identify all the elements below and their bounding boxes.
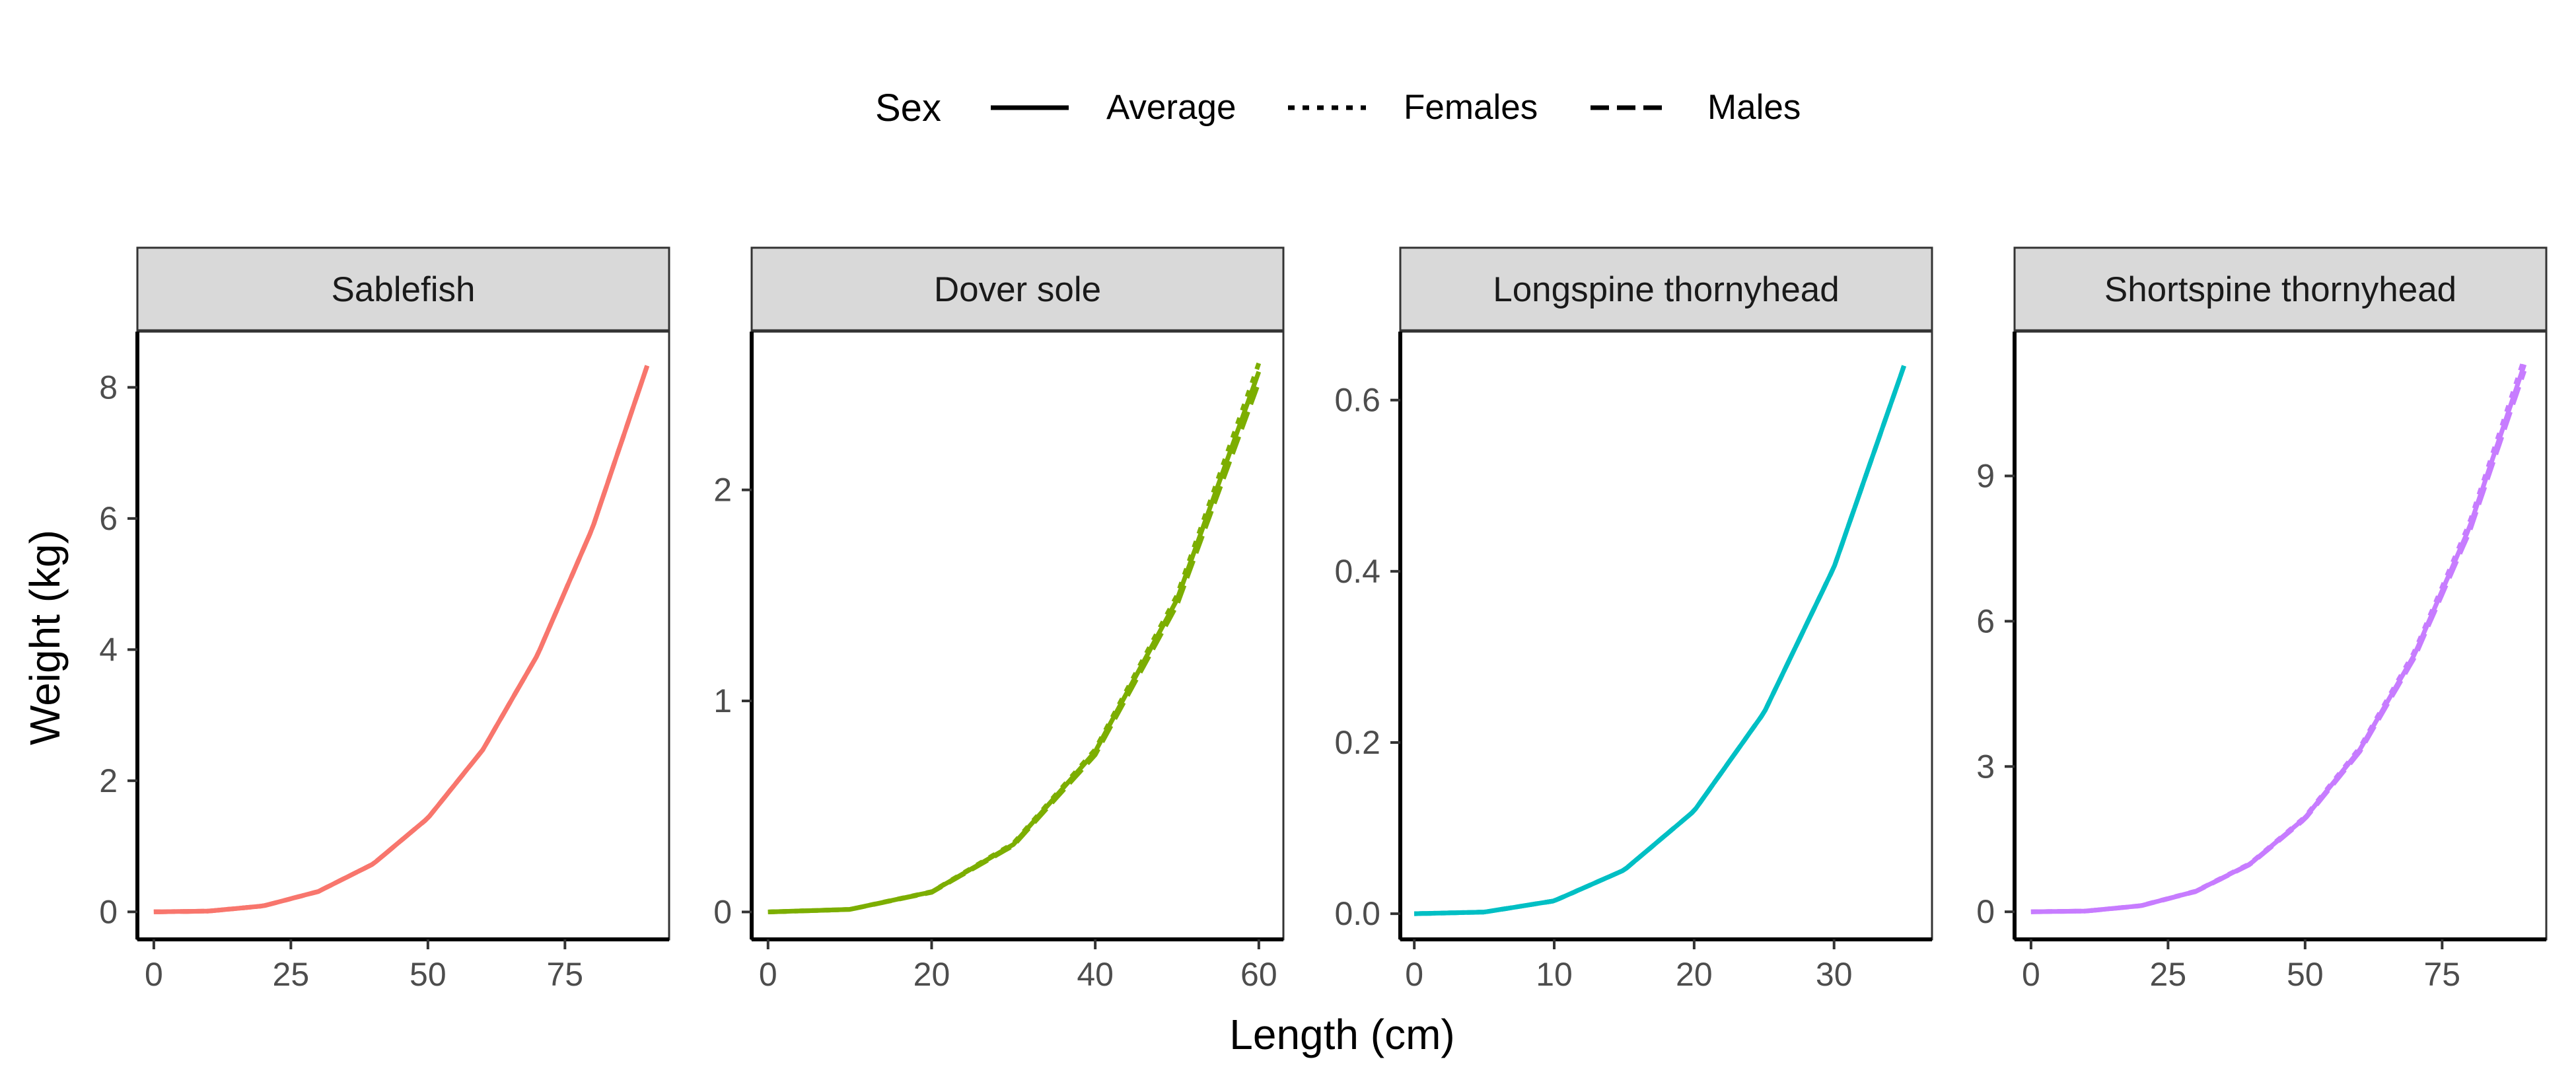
panel-strip (2013, 246, 2548, 332)
legend-entry-males: Males (1591, 88, 1801, 127)
panel-strip (136, 246, 670, 332)
panel-border (136, 330, 670, 941)
series-line-average (153, 365, 650, 914)
y-tick-label: 2 (99, 762, 118, 799)
legend: Sex Average Females Males (875, 87, 1801, 129)
x-tick-label: 75 (2424, 956, 2461, 993)
x-tick-label: 0 (1405, 956, 1423, 993)
series-line-average (768, 371, 1262, 914)
panel-strip (750, 246, 1285, 332)
y-tick-label: 0 (1976, 893, 1995, 930)
y-tick-label: 0 (99, 893, 118, 930)
y-axis-title: Weight (kg) (21, 530, 69, 745)
series-line-males (153, 365, 650, 914)
series-line-females (2030, 357, 2527, 914)
y-tick-label: 0.2 (1334, 724, 1380, 761)
x-tick-label: 50 (2287, 956, 2324, 993)
series-line-females (1414, 365, 1906, 916)
x-tick-label: 50 (410, 956, 447, 993)
panel-title: Shortspine thornyhead (2104, 270, 2456, 309)
panel-sablefish: Sablefish 0 2 4 6 8 0 25 50 75 (99, 246, 670, 993)
x-tick-label: 0 (759, 956, 777, 993)
legend-label-females: Females (1404, 88, 1538, 127)
panel-title: Dover sole (934, 270, 1101, 309)
panel-title: Sablefish (331, 270, 475, 309)
series-line-males (2030, 370, 2527, 914)
y-tick-label: 6 (1976, 602, 1995, 639)
series-line-average (1414, 365, 1906, 916)
y-tick-label: 0.6 (1334, 382, 1380, 419)
y-tick-label: 3 (1976, 748, 1995, 785)
x-tick-label: 40 (1077, 956, 1114, 993)
y-tick-label: 0.4 (1334, 553, 1380, 590)
legend-label-males: Males (1707, 88, 1801, 127)
y-tick-label: 0 (713, 893, 732, 930)
x-tick-label: 20 (913, 956, 950, 993)
x-axis-title: Length (cm) (1229, 1011, 1454, 1058)
legend-label-average: Average (1106, 88, 1236, 127)
legend-entry-average: Average (991, 88, 1236, 127)
x-tick-label: 30 (1816, 956, 1853, 993)
y-tick-label: 1 (713, 682, 732, 719)
y-tick-label: 4 (99, 631, 118, 668)
y-tick-label: 2 (713, 472, 732, 509)
panel-border (1399, 330, 1933, 941)
x-tick-label: 0 (145, 956, 163, 993)
y-tick-label: 8 (99, 369, 118, 406)
legend-entry-females: Females (1288, 88, 1538, 127)
series-line-average (2030, 363, 2527, 914)
x-tick-label: 25 (2150, 956, 2187, 993)
x-tick-label: 10 (1536, 956, 1573, 993)
x-tick-label: 25 (273, 956, 310, 993)
panel-title: Longspine thornyhead (1493, 270, 1840, 309)
x-tick-label: 0 (2022, 956, 2040, 993)
panel-longspine-thornyhead: Longspine thornyhead 0.0 0.2 0.4 0.6 0 10 20 30 (1334, 246, 1933, 993)
panel-border (750, 330, 1285, 941)
y-tick-label: 0.0 (1334, 895, 1380, 932)
series-line-males (768, 381, 1262, 914)
legend-title: Sex (875, 87, 941, 129)
series-line-females (153, 365, 650, 914)
x-tick-label: 60 (1240, 956, 1277, 993)
panel-border (2013, 330, 2548, 941)
x-tick-label: 20 (1676, 956, 1713, 993)
y-tick-label: 6 (99, 500, 118, 537)
series-line-males (1414, 365, 1906, 916)
panel-shortspine-thornyhead: Shortspine thornyhead 0 3 6 9 0 25 50 75 (1976, 246, 2548, 993)
panel-strip (1399, 246, 1933, 332)
x-tick-label: 75 (547, 956, 584, 993)
y-tick-label: 9 (1976, 457, 1995, 494)
series-line-females (768, 362, 1262, 914)
